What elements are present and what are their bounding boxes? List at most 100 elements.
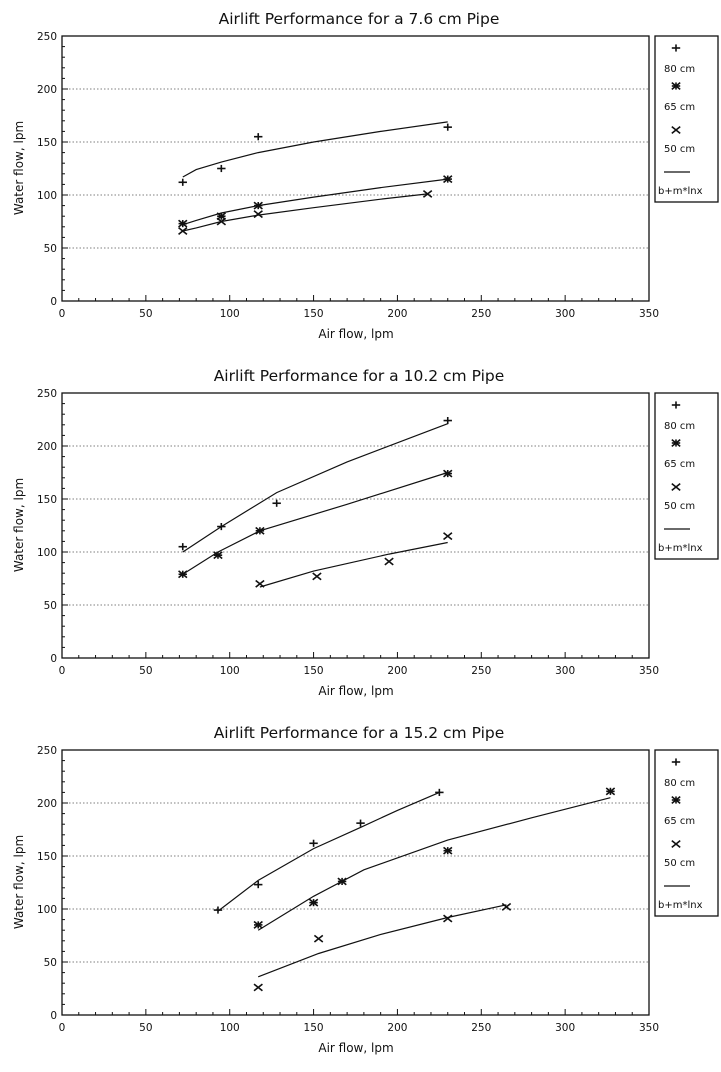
- y-tick-label: 250: [37, 745, 57, 757]
- legend-marker-80cm: [671, 44, 681, 52]
- legend-label-80cm: 80 cm: [664, 421, 695, 432]
- legend-label-50cm: 50 cm: [664, 858, 695, 869]
- y-tick-label: 150: [37, 494, 57, 506]
- data-point-50cm: [313, 934, 324, 943]
- data-point-80cm: [254, 881, 263, 889]
- y-tick-label: 0: [50, 1010, 57, 1022]
- legend-label-fit: b+m*lnx: [658, 186, 703, 197]
- data-point-80cm: [217, 164, 226, 173]
- legend-label-fit: b+m*lnx: [658, 900, 703, 911]
- data-point-50cm: [178, 227, 188, 236]
- legend: 80 cm 65 cm 50 cm b+m*lnx: [654, 35, 719, 203]
- fit-curve-50cm: [182, 193, 428, 232]
- chart-title: Airlift Performance for a 7.6 cm Pipe: [219, 10, 500, 28]
- x-tick-label: 200: [387, 1022, 407, 1034]
- y-tick-label: 50: [44, 957, 57, 969]
- data-point-65cm: [443, 469, 453, 478]
- data-point-50cm: [312, 572, 322, 581]
- data-point-50cm: [443, 532, 453, 541]
- fit-layer: [182, 423, 448, 588]
- data-point-65cm: [178, 570, 188, 579]
- data-point-80cm: [217, 522, 226, 531]
- data-point-65cm: [308, 898, 319, 907]
- x-tick-label: 150: [304, 1022, 324, 1034]
- x-tick-label: 150: [304, 665, 324, 677]
- y-tick-label: 50: [44, 243, 57, 255]
- data-point-80cm: [213, 906, 223, 914]
- y-tick-label: 0: [50, 653, 57, 665]
- y-tick-label: 200: [37, 84, 57, 96]
- chart-svg-3: Airlift Performance for a 15.2 cm Pipe W…: [12, 724, 719, 1055]
- legend-label-fit: b+m*lnx: [658, 543, 703, 554]
- data-point-50cm: [253, 983, 263, 992]
- legend-label-50cm: 50 cm: [664, 501, 695, 512]
- legend-label-65cm: 65 cm: [664, 459, 695, 470]
- x-tick-label: 50: [139, 665, 152, 677]
- x-axis-label: Air flow, lpm: [318, 1041, 393, 1055]
- x-tick-label: 350: [639, 665, 659, 677]
- data-point-65cm: [178, 219, 188, 228]
- data-point-65cm: [253, 201, 263, 210]
- data-point-50cm: [443, 914, 453, 923]
- legend-label-65cm: 65 cm: [664, 816, 695, 827]
- x-axis-label: Air flow, lpm: [318, 684, 393, 698]
- x-tick-label: 100: [220, 665, 240, 677]
- x-tick-label: 0: [59, 1022, 66, 1034]
- fit-curve-80cm: [182, 121, 448, 178]
- x-tick-label: 300: [555, 1022, 575, 1034]
- legend-label-65cm: 65 cm: [664, 102, 695, 113]
- legend-marker-50cm: [671, 126, 681, 134]
- y-tick-label: 200: [37, 798, 57, 810]
- fit-layer: [217, 791, 611, 978]
- chart-svg-1: Airlift Performance for a 7.6 cm Pipe Wa…: [12, 10, 719, 341]
- x-tick-label: 300: [555, 665, 575, 677]
- legend-label-50cm: 50 cm: [664, 144, 695, 155]
- data-point-50cm: [501, 902, 512, 911]
- x-tick-label: 150: [304, 308, 324, 320]
- data-point-80cm: [254, 133, 263, 141]
- x-tick-label: 250: [471, 665, 491, 677]
- chart-panel-3: Airlift Performance for a 15.2 cm Pipe W…: [0, 714, 721, 1071]
- data-point-65cm: [337, 877, 347, 886]
- x-tick-label: 350: [639, 1022, 659, 1034]
- tick-layer: 0 50 100 150 200 250 0 50 100 150 200 250 300 350: [37, 31, 659, 320]
- data-point-80cm: [435, 788, 444, 796]
- legend: 80 cm 65 cm 50 cm b+m*lnx: [654, 749, 719, 917]
- data-point-50cm: [384, 557, 394, 566]
- data-point-50cm: [422, 189, 433, 198]
- x-tick-label: 0: [59, 308, 66, 320]
- fit-curve-65cm: [257, 797, 611, 931]
- chart-panel-1: Airlift Performance for a 7.6 cm Pipe Wa…: [0, 0, 721, 357]
- legend-marker-65cm: [671, 82, 681, 90]
- y-tick-label: 200: [37, 441, 57, 453]
- data-point-80cm: [443, 123, 452, 131]
- legend-marker-50cm: [671, 840, 681, 848]
- mark-layer: [178, 416, 453, 588]
- x-tick-label: 0: [59, 665, 66, 677]
- data-point-80cm: [356, 819, 365, 827]
- y-tick-label: 250: [37, 388, 57, 400]
- x-tick-label: 100: [220, 1022, 240, 1034]
- data-point-65cm: [255, 526, 265, 535]
- x-axis-label: Air flow, lpm: [318, 327, 393, 341]
- x-tick-label: 200: [387, 308, 407, 320]
- x-tick-label: 300: [555, 308, 575, 320]
- fit-curve-80cm: [182, 423, 448, 553]
- fit-curve-80cm: [217, 791, 440, 912]
- legend-label-80cm: 80 cm: [664, 64, 695, 75]
- mark-layer: [213, 787, 616, 992]
- mark-layer: [178, 123, 453, 236]
- x-tick-label: 250: [471, 1022, 491, 1034]
- plot-frame: [61, 35, 650, 302]
- data-point-65cm: [253, 920, 263, 929]
- data-point-80cm: [272, 499, 281, 507]
- legend: 80 cm 65 cm 50 cm b+m*lnx: [654, 392, 719, 560]
- y-axis-label: Water flow, lpm: [12, 121, 26, 215]
- data-point-65cm: [443, 175, 453, 184]
- y-axis-label: Water flow, lpm: [12, 478, 26, 572]
- data-point-65cm: [213, 551, 223, 560]
- data-point-80cm: [178, 543, 187, 551]
- x-tick-label: 50: [139, 1022, 152, 1034]
- legend-box: [654, 392, 719, 560]
- x-tick-label: 250: [471, 308, 491, 320]
